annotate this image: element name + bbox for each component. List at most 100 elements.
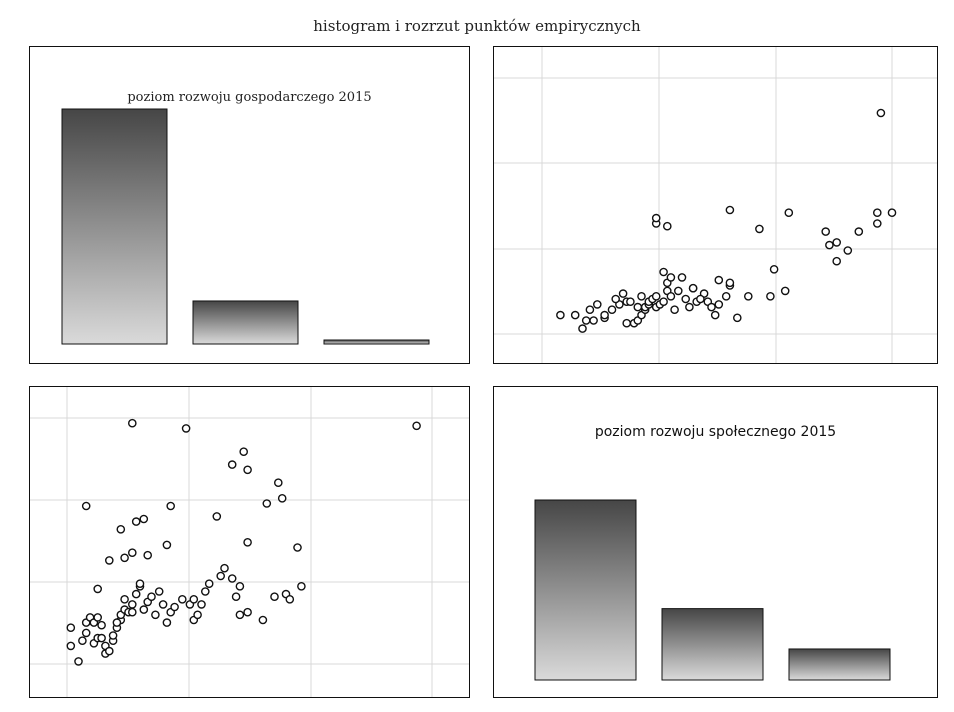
- scatter-point: [725, 205, 735, 215]
- scatter-point: [666, 291, 676, 301]
- panel-histogram-spoleczny: poziom rozwoju społecznego 2015: [493, 386, 938, 698]
- scatter-point: [197, 600, 206, 609]
- scatter-point: [227, 460, 237, 469]
- scatter-point: [677, 273, 687, 282]
- scatter-point: [158, 600, 168, 609]
- scatter-point: [297, 581, 306, 591]
- scatter-point: [262, 499, 272, 508]
- scatter-point: [743, 291, 753, 301]
- scatter-point: [872, 219, 882, 228]
- scatter-point: [181, 424, 191, 433]
- scatter-point: [154, 587, 164, 596]
- figure-title: histogram i rozrzut punktów empirycznych: [313, 17, 641, 35]
- scatter-point: [162, 618, 172, 627]
- scatter-point: [755, 224, 764, 234]
- scatter-point: [216, 571, 225, 581]
- scatter-point: [673, 286, 683, 296]
- scatter-gospodarczy-chart: [494, 47, 937, 363]
- scatter-point: [116, 524, 126, 534]
- scatter-point: [131, 517, 141, 526]
- scatter-point: [593, 300, 602, 309]
- scatter-point: [412, 421, 421, 431]
- scatter-point: [166, 501, 175, 511]
- histogram-bar-3: [788, 648, 891, 681]
- histogram-spoleczny-chart: poziom rozwoju społecznego 2015: [534, 424, 891, 681]
- scatter-point: [105, 556, 114, 565]
- scatter-point: [243, 465, 252, 475]
- scatter-point: [666, 273, 676, 282]
- histogram-title: poziom rozwoju gospodarczego 2015: [127, 90, 371, 105]
- scatter-point: [105, 646, 114, 656]
- scatter-point: [611, 294, 620, 304]
- scatter-point: [189, 594, 199, 604]
- scatter-point: [854, 227, 864, 236]
- scatter-point: [128, 607, 137, 617]
- scatter-point: [821, 227, 831, 236]
- scatter-point: [270, 592, 279, 601]
- panel-scatter-gospodarczy: [493, 46, 938, 364]
- scatter-point: [220, 563, 229, 573]
- scatter-point: [600, 310, 609, 320]
- scatter-point: [97, 633, 106, 643]
- scatter-point: [120, 594, 129, 604]
- scatter-point: [710, 310, 720, 320]
- scatter-point: [66, 623, 76, 632]
- scatter-point: [585, 305, 595, 315]
- scatter-point: [688, 283, 698, 293]
- scatter-point: [707, 302, 716, 312]
- scatter-point: [93, 584, 102, 594]
- scatter-point: [231, 592, 241, 601]
- scatter-point: [769, 264, 779, 274]
- scatter-point: [243, 607, 252, 617]
- scatter-point: [239, 447, 248, 456]
- scatter-point: [293, 543, 302, 552]
- scatter-point: [633, 302, 643, 312]
- scatter-point: [193, 610, 202, 620]
- scatter-point: [143, 550, 152, 560]
- scatter-point: [626, 297, 635, 306]
- scatter-point: [581, 316, 591, 325]
- scatter-point: [227, 574, 237, 583]
- scatter-point: [170, 602, 179, 612]
- histogram-bar-3: [323, 339, 430, 345]
- scatter-point: [659, 297, 668, 306]
- histogram-bar-1: [61, 108, 168, 345]
- scatter-point: [589, 316, 598, 325]
- scatter-point: [832, 238, 842, 247]
- scatter-point: [135, 579, 145, 588]
- scatter-point: [780, 286, 790, 296]
- scatter-point: [120, 553, 129, 563]
- scatter-point: [832, 256, 842, 266]
- scatter-point: [93, 613, 102, 622]
- scatter-point: [285, 594, 295, 604]
- scatter-point: [128, 600, 137, 609]
- scatter-point: [637, 291, 646, 301]
- scatter-point: [151, 610, 160, 620]
- scatter-point: [685, 302, 694, 312]
- scatter-point: [681, 294, 690, 304]
- scatter-point: [243, 537, 252, 547]
- scatter-point: [651, 291, 661, 301]
- histogram-bar-1: [534, 499, 637, 681]
- scatter-point: [97, 620, 106, 630]
- scatter-point: [128, 418, 137, 428]
- scatter-point: [131, 589, 141, 599]
- scatter-point: [651, 213, 661, 223]
- scatter-point: [825, 240, 834, 250]
- scatter-point: [139, 514, 149, 524]
- scatter-point: [784, 208, 794, 217]
- scatter-point: [162, 540, 172, 550]
- scatter-point: [108, 631, 118, 640]
- scatter-point: [147, 592, 156, 601]
- scatter-point: [659, 267, 668, 277]
- scatter-point: [212, 512, 222, 521]
- scatter-point: [618, 289, 628, 298]
- scatter-point: [622, 318, 631, 328]
- scatter-point: [258, 615, 268, 625]
- scatter-point: [872, 208, 882, 217]
- scatter-point: [235, 581, 245, 591]
- scatter-point: [725, 278, 735, 288]
- panel-scatter-spoleczny: [29, 386, 470, 698]
- scatter-point: [732, 313, 742, 323]
- histogram-bar-2: [661, 608, 764, 681]
